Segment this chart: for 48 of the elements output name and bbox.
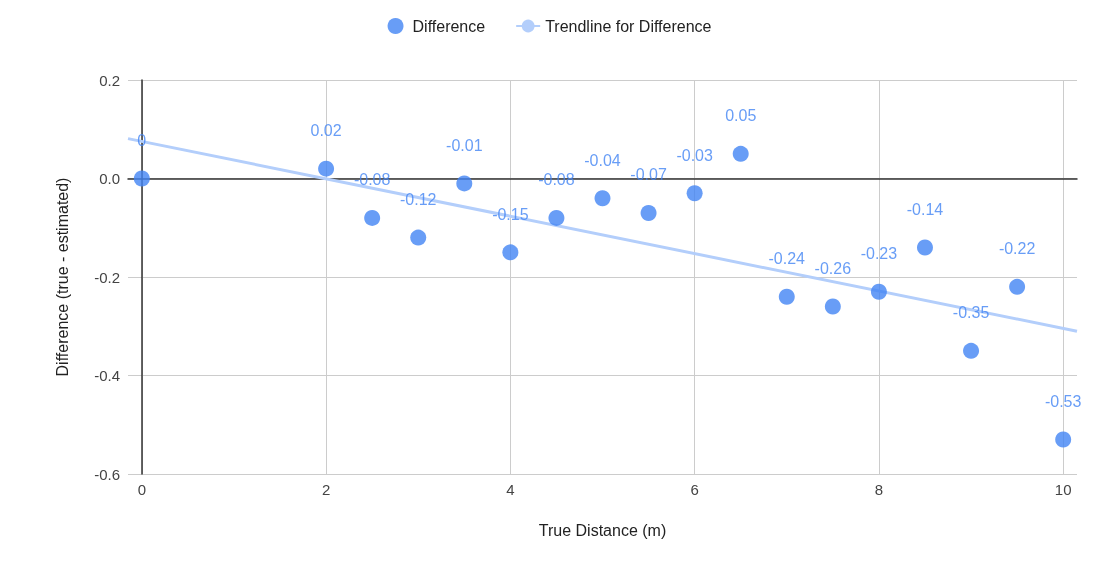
point: [1055, 431, 1072, 448]
legend-label: Difference: [412, 17, 486, 35]
y-tick-label: -0.6: [94, 465, 120, 483]
x-tick-label: 0: [137, 481, 146, 498]
point: [778, 288, 795, 305]
point: [824, 298, 841, 315]
y-tick-label: 0.2: [99, 71, 120, 89]
y-tick-label: 0.0: [99, 170, 120, 187]
point: [686, 185, 703, 202]
data-label: -0.23: [860, 245, 898, 263]
x-tick-label: 2: [321, 481, 331, 498]
data-label: -0.26: [814, 260, 852, 278]
point: [916, 239, 933, 256]
legend-label: Trendline for Difference: [545, 17, 712, 35]
data-label: 0: [137, 132, 147, 149]
data-label: 0.02: [310, 122, 342, 140]
data-label: -0.22: [998, 240, 1036, 258]
data-label: -0.01: [446, 136, 483, 154]
point: [594, 190, 611, 207]
point: [133, 170, 150, 187]
point: [870, 283, 887, 300]
x-axis-title: True Distance (m): [538, 521, 667, 539]
y-tick-label: -0.2: [94, 268, 120, 286]
y-axis-title: Difference (true - estimated): [53, 177, 71, 377]
data-label: -0.04: [584, 151, 621, 169]
x-tick-label: 4: [506, 481, 515, 498]
point: [963, 342, 980, 359]
x-tick-label: 6: [690, 481, 699, 498]
y-tick-label: -0.4: [94, 367, 120, 384]
data-label: -0.14: [906, 200, 944, 218]
x-tick-label: 8: [874, 481, 884, 498]
point: [364, 209, 381, 226]
x-tick-label: 10: [1054, 481, 1072, 498]
data-label: -0.24: [768, 250, 806, 268]
point: [732, 145, 749, 162]
data-label: -0.53: [1044, 393, 1082, 411]
point: [410, 229, 427, 246]
data-label: 0.05: [725, 107, 757, 125]
point: [548, 209, 565, 226]
point: [502, 244, 519, 261]
point: [1009, 278, 1026, 295]
data-label: -0.03: [676, 146, 713, 164]
point: [640, 204, 657, 221]
data-label: -0.15: [492, 205, 529, 223]
data-label: -0.35: [952, 304, 990, 322]
data-label: -0.12: [399, 191, 437, 209]
point: [318, 160, 335, 177]
point: [456, 175, 473, 192]
